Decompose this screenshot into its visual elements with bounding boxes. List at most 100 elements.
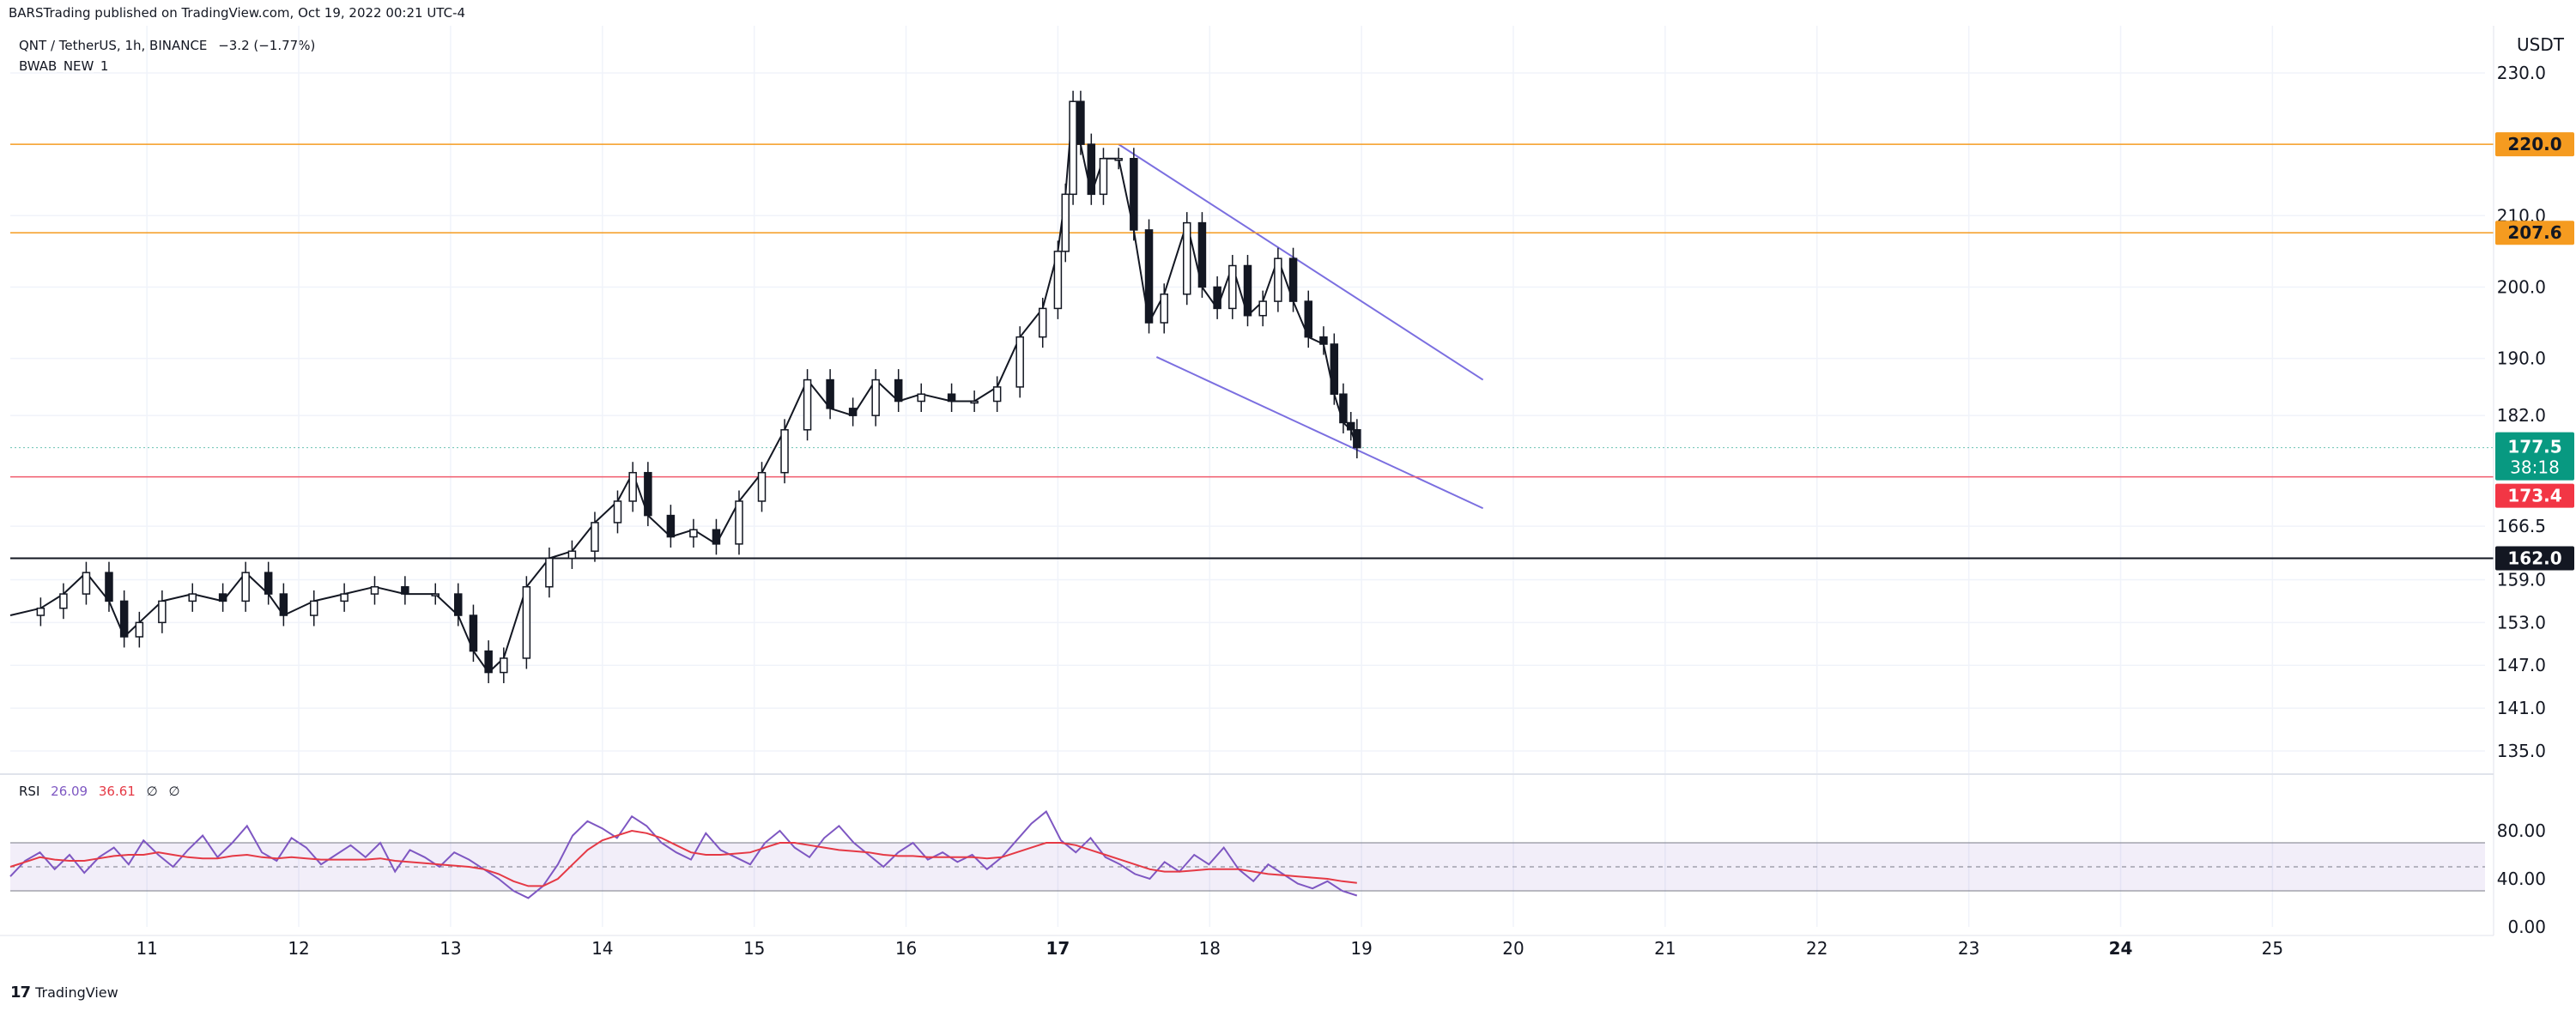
candle-body	[545, 557, 554, 588]
candle-body	[1274, 257, 1282, 302]
y-tick-label: 153.0	[2497, 612, 2546, 633]
candle-body	[780, 429, 789, 474]
y-tick-label: 159.0	[2497, 569, 2546, 590]
candle-body	[36, 607, 45, 616]
currency-label[interactable]: USDT	[2517, 34, 2564, 55]
candle-body	[454, 593, 463, 616]
trend-channel	[1118, 143, 1484, 510]
candle-body	[82, 572, 91, 595]
publisher-line: BARSTrading published on TradingView.com…	[9, 5, 466, 21]
candle-body	[992, 386, 1002, 403]
last-price-label: 177.5	[2507, 437, 2561, 457]
footer-brand[interactable]: 17 TradingView	[10, 984, 118, 1002]
candle-body	[613, 500, 622, 524]
candle-body	[218, 593, 227, 602]
level-tag-220.0-bg	[2495, 132, 2574, 157]
candle-body	[401, 586, 409, 595]
price-path	[9, 90, 1361, 684]
candle-body	[158, 600, 167, 624]
candle-body	[105, 572, 113, 602]
price-tags: 220.0 207.6 173.4 162.0 177.538:18	[2495, 132, 2574, 571]
candle-body	[917, 393, 925, 403]
candle-body	[1130, 158, 1138, 231]
x-tick-label: 14	[591, 938, 613, 959]
axes: 11 12 13 14 15 16 17 18 19 20 21 22 23 24 25230.0210.0…	[0, 26, 2546, 959]
candle-body	[1087, 143, 1096, 196]
candle-body	[970, 400, 979, 404]
x-tick-label: 18	[1199, 938, 1221, 959]
brand-name: TradingView	[35, 984, 118, 1001]
candle-body	[1069, 100, 1077, 196]
candle-body	[757, 471, 767, 502]
x-tick-label: 11	[136, 938, 157, 959]
candle-body	[826, 378, 834, 409]
candle-body	[1228, 264, 1237, 310]
y-tick-label: 182.0	[2497, 405, 2546, 426]
candle-body	[1347, 421, 1355, 431]
y-tick-label: 230.0	[2497, 63, 2546, 83]
tradingview-logo-icon: 17	[10, 984, 31, 1002]
candle-body	[1288, 257, 1298, 302]
x-tick-label: 17	[1046, 938, 1070, 959]
candle-body	[1144, 229, 1154, 324]
rsi-extra-2: ∅	[168, 784, 180, 799]
candle-body	[309, 600, 318, 616]
candle-body	[1160, 294, 1168, 324]
candle-body	[500, 657, 508, 674]
candle-body	[689, 529, 698, 538]
rsi-legend[interactable]: RSI 26.09 36.61 ∅ ∅	[19, 784, 180, 799]
y-tick-label: 135.0	[2497, 741, 2546, 761]
level-tag-162.0: 162.0	[2507, 548, 2561, 568]
level-tag-173.4: 173.4	[2507, 486, 2561, 506]
horizontal-levels	[10, 143, 2494, 560]
x-tick-label: 20	[1502, 938, 1524, 959]
countdown-label: 38:18	[2510, 457, 2560, 478]
rsi-panel	[9, 810, 2485, 899]
channel-lower-line	[1155, 356, 1484, 510]
indicator-label[interactable]: BWAB_NEW_1	[19, 58, 109, 74]
candle-body	[1330, 343, 1339, 395]
x-tick-label: 22	[1806, 938, 1827, 959]
candle-body	[1183, 221, 1191, 295]
candle-body	[1015, 336, 1024, 388]
price-line	[9, 100, 1358, 674]
y-tick-label: 147.0	[2497, 655, 2546, 675]
rsi-label: RSI	[19, 784, 40, 799]
rsi-tick-label: 80.00	[2497, 820, 2546, 841]
candle-body	[644, 471, 652, 517]
candle-body	[712, 529, 721, 545]
candle-body	[484, 650, 493, 674]
candle-body	[567, 550, 577, 560]
candle-body	[1304, 300, 1312, 338]
candle-body	[1197, 221, 1207, 288]
candle-body	[591, 522, 599, 552]
candle-body	[1213, 286, 1221, 310]
x-tick-label: 12	[288, 938, 309, 959]
level-tag-173.4-bg	[2495, 483, 2574, 508]
level-tag-207.6-bg	[2495, 221, 2574, 245]
candle-body	[135, 621, 144, 638]
x-tick-label: 13	[439, 938, 461, 959]
candle-body	[1038, 307, 1047, 338]
x-tick-label: 19	[1350, 938, 1372, 959]
rsi-tick-label: 40.00	[2497, 869, 2546, 889]
channel-upper-line	[1118, 143, 1484, 381]
candle-body	[264, 572, 273, 595]
candle-body	[1319, 336, 1328, 345]
candle-body	[469, 614, 478, 652]
candle-body	[431, 593, 439, 596]
candle-body	[188, 593, 197, 602]
y-tick-label: 166.5	[2497, 516, 2546, 536]
candle-body	[59, 593, 68, 609]
candle-body	[1353, 429, 1361, 449]
x-tick-label: 15	[743, 938, 765, 959]
rsi-line	[9, 810, 1358, 899]
y-tick-label: 200.0	[2497, 276, 2546, 297]
rsi-ma-value: 36.61	[98, 784, 136, 799]
rsi-tick-label: 0.00	[2507, 917, 2546, 937]
symbol-legend[interactable]: QNT / TetherUS, 1h, BINANCE −3.2 (−1.77%…	[19, 38, 315, 53]
last-price-tag-bg	[2495, 432, 2574, 481]
level-tag-162.0-bg	[2495, 546, 2574, 571]
candle-body	[894, 378, 903, 403]
